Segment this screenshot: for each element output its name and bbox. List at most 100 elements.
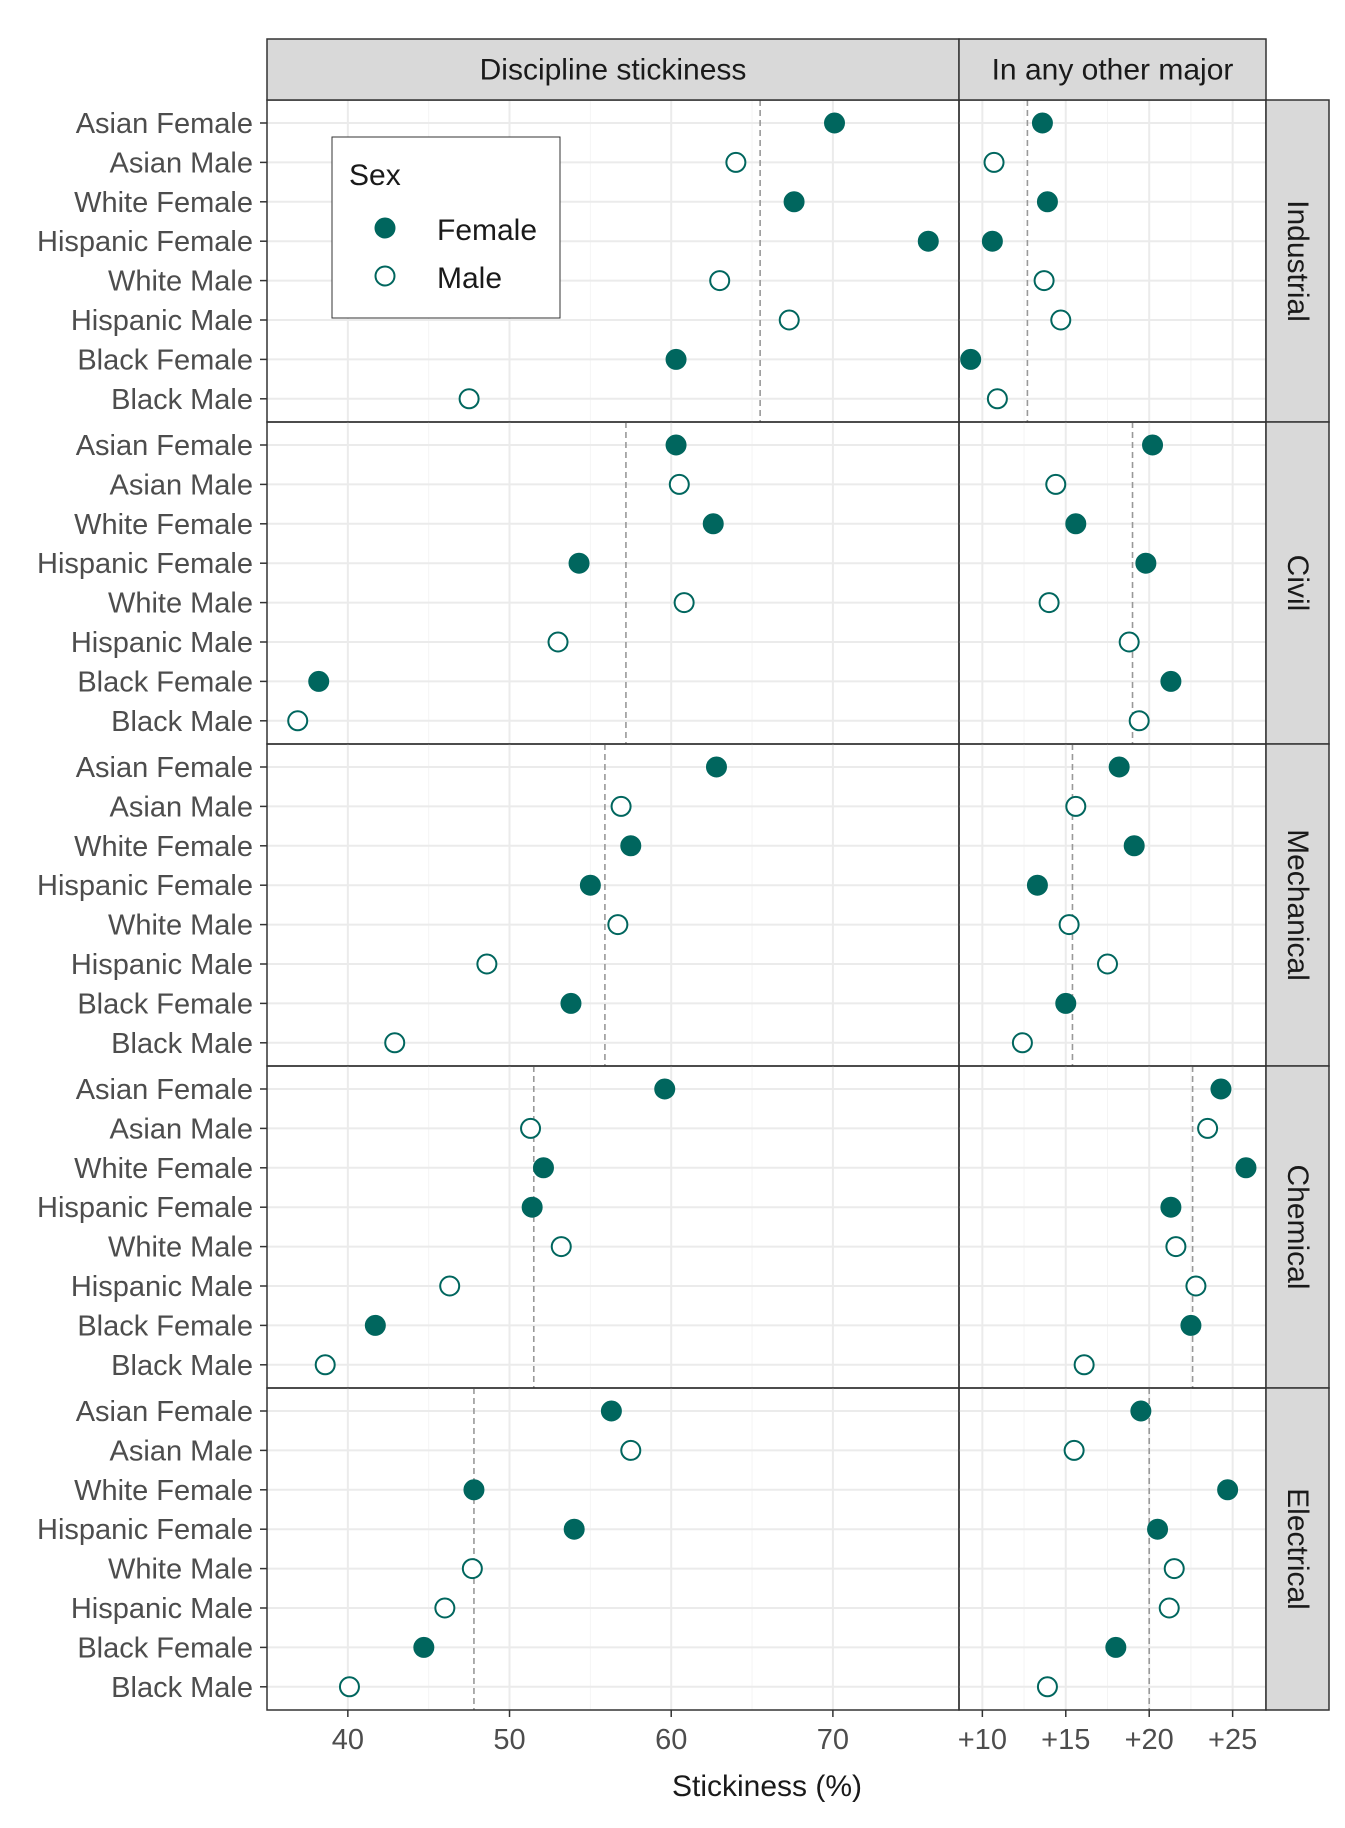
data-point-electrical-hispanic-female-other <box>1147 1518 1169 1540</box>
data-point-civil-hispanic-female-discipline <box>568 552 590 574</box>
data-point-mechanical-hispanic-male-other <box>1096 953 1118 975</box>
y-tick-label: White Male <box>108 910 253 942</box>
data-point-electrical-white-female-discipline <box>463 1479 485 1501</box>
y-tick-label: Asian Male <box>110 1113 253 1145</box>
x-tick-label: 50 <box>493 1724 525 1756</box>
x-axis: 40 50 60 70 +10 +15 +20 +25 <box>332 1710 1257 1756</box>
panel-cell-0 <box>266 421 960 745</box>
data-point-electrical-asian-male-other <box>1063 1439 1085 1461</box>
data-point-civil-asian-male-other <box>1045 473 1067 495</box>
data-point-electrical-black-female-other <box>1105 1636 1127 1658</box>
data-point-electrical-black-female-discipline <box>413 1636 435 1658</box>
x-tick-label: +25 <box>1208 1724 1257 1756</box>
panel-cell-1 <box>958 421 1267 745</box>
y-tick-label: White Male <box>108 266 253 298</box>
data-point-industrial-asian-female-other <box>1031 112 1053 134</box>
y-tick-label: Hispanic Female <box>37 548 253 580</box>
y-tick-label: Asian Male <box>110 147 253 179</box>
data-point-chemical-hispanic-female-other <box>1160 1196 1182 1218</box>
panel-cell-1 <box>958 743 1267 1067</box>
data-point-chemical-hispanic-female-discipline <box>521 1196 543 1218</box>
panel-layer <box>266 99 1267 1711</box>
data-point-electrical-white-female-other <box>1217 1479 1239 1501</box>
data-point-civil-asian-female-other <box>1142 434 1164 456</box>
y-tick-label: Black Male <box>111 1028 253 1060</box>
data-point-electrical-asian-female-discipline <box>600 1400 622 1422</box>
column-strip-0 <box>266 38 960 101</box>
x-tick-label: +10 <box>958 1724 1007 1756</box>
panel-electrical <box>266 1387 1267 1711</box>
y-tick-label: Hispanic Male <box>71 627 253 659</box>
y-tick-label: Black Male <box>111 384 253 416</box>
x-tick-label: 70 <box>817 1724 849 1756</box>
data-point-mechanical-white-female-other <box>1123 835 1145 857</box>
data-point-electrical-hispanic-male-other <box>1158 1597 1180 1619</box>
panel-cell-0 <box>266 1387 960 1711</box>
legend-box <box>331 136 561 319</box>
data-point-civil-asian-male-discipline <box>668 473 690 495</box>
y-tick-label: Asian Male <box>110 791 253 823</box>
data-point-industrial-hispanic-female-discipline <box>917 230 939 252</box>
y-tick-label: White Male <box>108 1232 253 1264</box>
x-tick-label: +20 <box>1125 1724 1174 1756</box>
y-tick-label: Hispanic Male <box>71 949 253 981</box>
data-point-chemical-asian-male-discipline <box>520 1117 542 1139</box>
data-point-electrical-asian-female-other <box>1130 1400 1152 1422</box>
y-tick-label: Black Female <box>77 1310 253 1342</box>
panel-cell-1 <box>958 1065 1267 1389</box>
data-point-mechanical-hispanic-female-discipline <box>579 874 601 896</box>
data-point-mechanical-hispanic-female-other <box>1026 874 1048 896</box>
data-point-industrial-hispanic-male-other <box>1050 309 1072 331</box>
data-point-industrial-black-male-other <box>986 388 1008 410</box>
panel-cell-0 <box>266 743 960 1067</box>
data-point-mechanical-asian-female-discipline <box>705 756 727 778</box>
data-point-electrical-hispanic-female-discipline <box>563 1518 585 1540</box>
x-tick-label: +15 <box>1041 1724 1090 1756</box>
data-point-mechanical-white-female-discipline <box>620 835 642 857</box>
data-point-chemical-white-male-discipline <box>550 1236 572 1258</box>
data-point-industrial-asian-male-discipline <box>725 151 747 173</box>
data-point-civil-black-male-other <box>1128 710 1150 732</box>
data-point-industrial-black-female-other <box>960 348 982 370</box>
legend: Sex Female Male <box>331 136 561 319</box>
y-tick-label: Black Male <box>111 1350 253 1382</box>
data-point-mechanical-black-male-discipline <box>384 1032 406 1054</box>
data-point-civil-white-female-discipline <box>702 513 724 535</box>
panel-chemical <box>266 1065 1267 1389</box>
data-point-chemical-black-male-other <box>1073 1354 1095 1376</box>
data-point-mechanical-black-male-other <box>1011 1032 1033 1054</box>
data-point-electrical-asian-male-discipline <box>620 1439 642 1461</box>
row-strip-label-electrical: Electrical <box>1281 1488 1314 1610</box>
y-tick-label: White Female <box>74 1153 253 1185</box>
row-strip-label-mechanical: Mechanical <box>1281 829 1314 981</box>
data-point-electrical-black-male-other <box>1036 1676 1058 1698</box>
panel-civil <box>266 421 1267 745</box>
data-point-industrial-black-male-discipline <box>458 388 480 410</box>
legend-label-female: Female <box>437 214 537 247</box>
y-tick-label: White Male <box>108 588 253 620</box>
y-tick-label: White Female <box>74 831 253 863</box>
data-point-civil-white-male-other <box>1038 592 1060 614</box>
row-strip-chemical <box>1265 1065 1330 1389</box>
data-point-civil-black-female-other <box>1160 670 1182 692</box>
row-strip-mechanical <box>1265 743 1330 1067</box>
data-point-civil-hispanic-male-discipline <box>547 631 569 653</box>
panel-mechanical <box>266 743 1267 1067</box>
row-strip-industrial <box>1265 99 1330 423</box>
column-strip-1 <box>958 38 1267 101</box>
data-point-chemical-black-male-discipline <box>314 1354 336 1376</box>
y-tick-label: Hispanic Male <box>71 305 253 337</box>
data-point-chemical-white-female-other <box>1235 1157 1257 1179</box>
data-point-chemical-black-female-other <box>1180 1314 1202 1336</box>
y-tick-label: Asian Female <box>76 108 253 140</box>
y-tick-label: Hispanic Female <box>37 870 253 902</box>
data-point-electrical-black-male-discipline <box>338 1676 360 1698</box>
y-tick-label: Hispanic Male <box>71 1271 253 1303</box>
row-strip-electrical <box>1265 1387 1330 1711</box>
y-tick-label: Black Female <box>77 666 253 698</box>
data-point-industrial-white-male-other <box>1033 270 1055 292</box>
data-point-mechanical-white-male-discipline <box>607 914 629 936</box>
data-point-chemical-white-male-other <box>1165 1236 1187 1258</box>
